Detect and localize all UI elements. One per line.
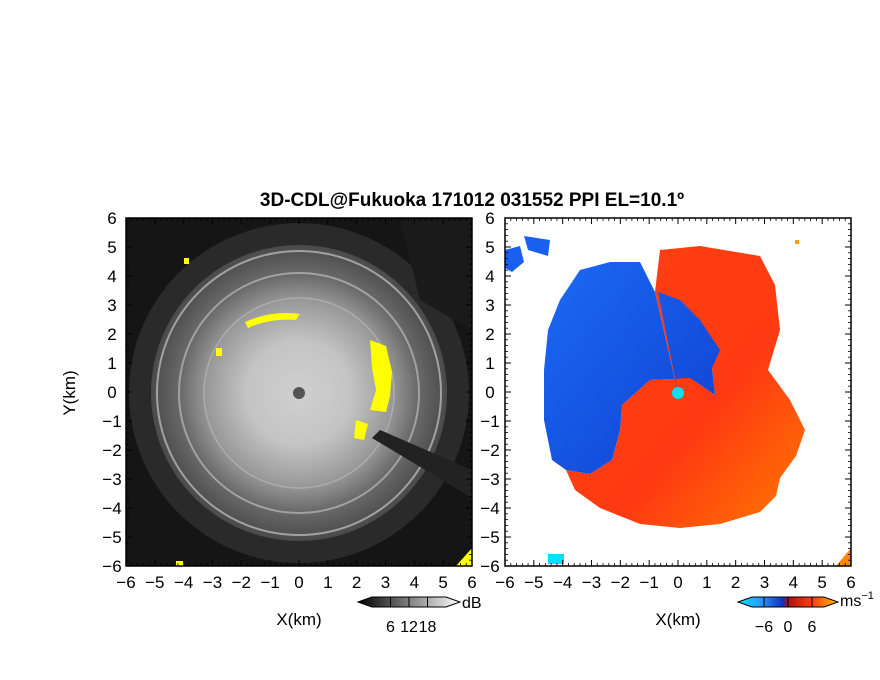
doppler-ticks xyxy=(504,217,852,567)
x-tick-label: 4 xyxy=(410,573,419,592)
y-tick-label: −2 xyxy=(480,441,499,460)
snr-ticks xyxy=(125,217,473,567)
flag-patch xyxy=(184,258,189,264)
y-tick-label: −1 xyxy=(102,412,121,431)
y-tick-label: −3 xyxy=(480,470,499,489)
x-tick-label: −2 xyxy=(232,573,251,592)
y-tick-label: −5 xyxy=(480,528,499,547)
y-tick-label: 2 xyxy=(485,325,494,344)
x-tick-label: 4 xyxy=(789,573,798,592)
colorbar-tick-label: −6 xyxy=(755,619,773,636)
snr-y-axis-label: Y(km) xyxy=(60,370,79,415)
x-tick-label: 3 xyxy=(760,573,769,592)
chart-title: 3D-CDL@Fukuoka 171012 031552 PPI EL=10.1… xyxy=(260,190,684,211)
y-tick-label: 6 xyxy=(485,209,494,228)
y-tick-label: 6 xyxy=(107,209,116,228)
flag-patch xyxy=(176,561,184,566)
flag-patch xyxy=(370,340,392,412)
y-tick-label: 1 xyxy=(107,354,116,373)
x-tick-label: −6 xyxy=(495,573,514,592)
flag-patch xyxy=(245,313,300,328)
snr-colorbar-unit: dB xyxy=(462,595,482,612)
doppler-image xyxy=(505,218,851,566)
x-tick-label: 6 xyxy=(467,573,476,592)
y-tick-label: 1 xyxy=(485,354,494,373)
positive-region xyxy=(566,246,805,528)
snr-x-axis-label: X(km) xyxy=(276,610,321,629)
negative-region xyxy=(544,262,720,474)
flag-patch xyxy=(456,548,472,566)
x-tick-label: −3 xyxy=(582,573,601,592)
y-tick-label: −2 xyxy=(102,441,121,460)
y-tick-label: 5 xyxy=(485,238,494,257)
snr-panel: −6 −5 −4 −3 −2 −1 0 1 2 3 4 5 6 6543210−1−2−3−4−5−6 … xyxy=(60,209,482,636)
y-tick-label: −4 xyxy=(102,499,121,518)
doppler-colorbar: −6 0 6 ms−1 xyxy=(736,590,874,636)
y-tick-label: 5 xyxy=(107,238,116,257)
y-tick-label: 0 xyxy=(107,383,116,402)
y-tick-label: −6 xyxy=(102,557,121,576)
snr-image xyxy=(126,218,472,566)
y-tick-label: −3 xyxy=(102,470,121,489)
snr-colorbar: 6 12 18 dB xyxy=(356,595,482,636)
x-tick-label: −4 xyxy=(553,573,572,592)
x-tick-label: 5 xyxy=(438,573,447,592)
y-tick-label: 4 xyxy=(485,267,494,286)
colorbar-tick-label: 0 xyxy=(784,619,793,636)
colorbar-tick-label: 6 xyxy=(808,619,817,636)
x-tick-label: 1 xyxy=(702,573,711,592)
y-tick-label: −6 xyxy=(480,557,499,576)
doppler-panel: −6 −5 −4 −3 −2 −1 0 1 2 3 4 5 6 6543210−1−2−3−4−5−6 … xyxy=(480,209,874,636)
x-tick-label: −6 xyxy=(116,573,135,592)
x-tick-label: 6 xyxy=(846,573,855,592)
flag-patch xyxy=(354,420,368,440)
snr-y-tick-labels: 6 5 4 3 2 1 0 −1 −2 −3 −4 −5 −6 xyxy=(102,209,121,576)
y-tick-label: −4 xyxy=(480,499,499,518)
y-tick-label: 3 xyxy=(107,296,116,315)
doppler-colorbar-unit: ms−1 xyxy=(840,590,874,610)
flag-patch xyxy=(216,348,222,356)
x-tick-label: −5 xyxy=(524,573,543,592)
y-tick-label: 3 xyxy=(485,296,494,315)
y-tick-label: 0 xyxy=(485,383,494,402)
y-tick-label: −1 xyxy=(480,412,499,431)
x-tick-label: 2 xyxy=(352,573,361,592)
x-tick-label: −3 xyxy=(203,573,222,592)
snr-x-tick-labels: −6 −5 −4 −3 −2 −1 0 1 2 3 4 5 6 xyxy=(116,573,476,592)
colorbar-tick-label: 12 xyxy=(400,619,418,636)
x-tick-label: −1 xyxy=(260,573,279,592)
x-tick-label: 1 xyxy=(323,573,332,592)
x-tick-label: 0 xyxy=(673,573,682,592)
colorbar-tick-label: 18 xyxy=(419,619,437,636)
y-tick-label: 4 xyxy=(107,267,116,286)
x-tick-label: −2 xyxy=(611,573,630,592)
doppler-x-axis-label: X(km) xyxy=(655,610,700,629)
radar-center xyxy=(672,387,684,399)
x-tick-label: −1 xyxy=(639,573,658,592)
x-tick-label: 3 xyxy=(381,573,390,592)
x-tick-label: −5 xyxy=(145,573,164,592)
colorbar-tick-label: 6 xyxy=(386,619,395,636)
doppler-y-tick-labels: 6 5 4 3 2 1 0 −1 −2 −3 −4 −5 −6 xyxy=(480,209,499,576)
y-tick-label: −5 xyxy=(102,528,121,547)
x-tick-label: 2 xyxy=(731,573,740,592)
doppler-x-tick-labels: −6 −5 −4 −3 −2 −1 0 1 2 3 4 5 6 xyxy=(495,573,855,592)
y-tick-label: 2 xyxy=(107,325,116,344)
x-tick-label: 5 xyxy=(817,573,826,592)
x-tick-label: −4 xyxy=(174,573,193,592)
x-tick-label: 0 xyxy=(294,573,303,592)
radar-center xyxy=(293,387,305,399)
